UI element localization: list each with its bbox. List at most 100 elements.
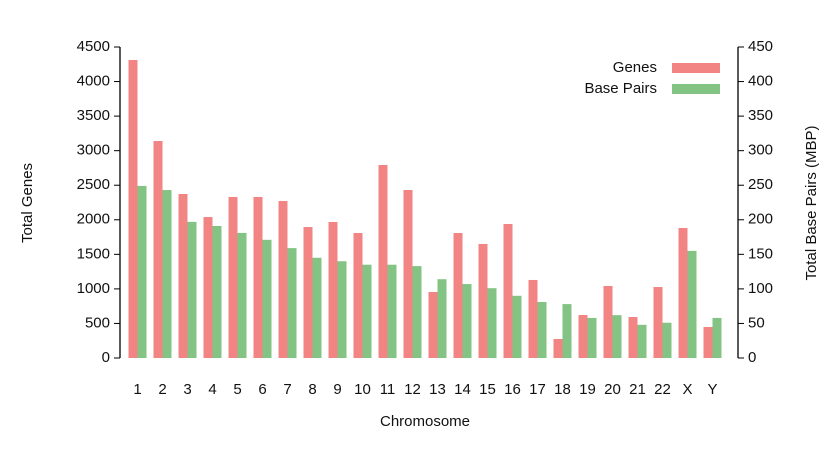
x-tick-label: 4: [208, 381, 216, 398]
bar: [178, 193, 188, 358]
y-tick-label: 1500: [77, 245, 110, 262]
y2-tick-label: 400: [748, 73, 773, 90]
bar: [662, 322, 672, 358]
x-tick-label: 9: [333, 381, 341, 398]
y2-tick-label: 300: [748, 142, 773, 159]
bar: [128, 59, 138, 358]
x-tick-label: 11: [380, 381, 396, 398]
x-tick-label: 14: [454, 381, 471, 398]
bar: [603, 285, 613, 358]
bar: [303, 227, 313, 358]
y-tick-label: 500: [85, 314, 110, 331]
bar: [453, 232, 463, 358]
bar: [187, 221, 197, 358]
y2-tick-label: 150: [748, 245, 773, 262]
x-tick-label: 21: [629, 381, 646, 398]
bar: [378, 164, 388, 358]
y-tick-label: 2000: [77, 211, 110, 228]
x-tick-label: 8: [308, 381, 316, 398]
y2-tick-label: 0: [748, 349, 756, 366]
legend-swatch: [672, 84, 720, 94]
x-tick-label: 16: [504, 381, 521, 398]
bar: [528, 279, 538, 358]
bar: [387, 264, 397, 358]
bar: [237, 232, 247, 358]
x-tick-label: Y: [707, 381, 717, 398]
bar: [553, 338, 563, 358]
x-tick-label: 5: [233, 381, 241, 398]
x-tick-label: 10: [354, 381, 371, 398]
bar: [487, 288, 497, 358]
bar: [478, 243, 488, 358]
bar: [628, 317, 638, 358]
y2-tick-label: 50: [748, 314, 765, 331]
x-tick-label: 7: [283, 381, 291, 398]
bar: [503, 223, 513, 358]
bar: [228, 196, 238, 358]
x-tick-label: 22: [654, 381, 671, 398]
y2-tick-label: 250: [748, 176, 773, 193]
bar: [253, 196, 263, 358]
legend-swatch: [672, 63, 720, 73]
bar: [337, 261, 347, 358]
y-tick-label: 4000: [77, 73, 110, 90]
bar: [562, 304, 572, 358]
y2-axis-label: Total Base Pairs (MBP): [803, 125, 820, 280]
bar: [437, 279, 447, 358]
bar: [537, 302, 547, 358]
x-tick-label: 19: [579, 381, 596, 398]
y-tick-label: 3500: [77, 107, 110, 124]
x-tick-label: 1: [133, 381, 141, 398]
bar: [462, 284, 472, 358]
y-tick-label: 2500: [77, 176, 110, 193]
x-tick-label: 15: [479, 381, 496, 398]
bar: [512, 295, 522, 358]
x-tick-label: 3: [183, 381, 191, 398]
x-tick-label: 17: [529, 381, 546, 398]
bar: [162, 190, 172, 358]
bar: [637, 324, 647, 358]
y2-tick-label: 450: [748, 38, 773, 55]
y2-tick-label: 100: [748, 280, 773, 297]
bar: [153, 140, 163, 358]
bar: [403, 189, 413, 358]
bar: [328, 221, 338, 358]
bar: [137, 185, 147, 358]
x-tick-label: 20: [604, 381, 621, 398]
bar: [353, 232, 363, 358]
y-tick-label: 3000: [77, 142, 110, 159]
x-tick-label: 12: [404, 381, 421, 398]
bar: [703, 326, 713, 358]
x-tick-label: 13: [429, 381, 446, 398]
bar: [712, 317, 722, 358]
x-tick-label: X: [682, 381, 692, 398]
y2-tick-label: 350: [748, 107, 773, 124]
bar: [412, 266, 422, 358]
bar: [362, 264, 372, 358]
bar: [203, 217, 213, 358]
legend-label: Genes: [613, 59, 657, 76]
bar: [212, 225, 222, 358]
bar: [653, 287, 663, 358]
bar: [312, 257, 322, 358]
y-tick-label: 0: [102, 349, 110, 366]
y2-tick-label: 200: [748, 211, 773, 228]
bar: [262, 239, 272, 358]
y-tick-label: 1000: [77, 280, 110, 297]
bar: [612, 315, 622, 358]
bar: [428, 291, 438, 358]
bar: [287, 248, 297, 358]
bar: [587, 317, 597, 358]
bar: [578, 315, 588, 358]
y-tick-label: 4500: [77, 38, 110, 55]
x-tick-label: 18: [554, 381, 571, 398]
bar: [678, 228, 688, 358]
x-tick-label: 2: [158, 381, 166, 398]
bar: [687, 250, 697, 358]
x-axis-label: Chromosome: [380, 413, 470, 430]
x-tick-label: 6: [258, 381, 266, 398]
y-axis-label: Total Genes: [19, 163, 36, 243]
legend-label: Base Pairs: [584, 80, 657, 97]
bar: [278, 200, 288, 358]
